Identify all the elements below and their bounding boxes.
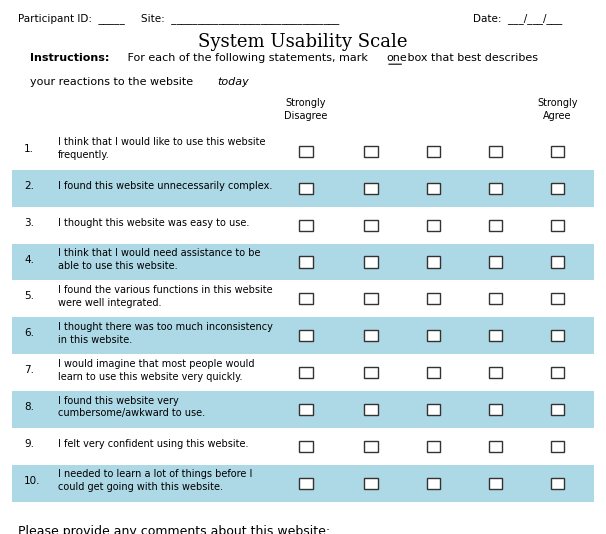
FancyBboxPatch shape [12, 391, 594, 428]
Text: one: one [386, 53, 407, 63]
FancyBboxPatch shape [364, 219, 378, 231]
FancyBboxPatch shape [427, 219, 440, 231]
FancyBboxPatch shape [427, 478, 440, 489]
Text: Participant ID:  _____     Site:  ________________________________: Participant ID: _____ Site: ____________… [18, 13, 339, 23]
FancyBboxPatch shape [12, 244, 594, 280]
FancyBboxPatch shape [551, 367, 564, 378]
FancyBboxPatch shape [364, 293, 378, 304]
Text: I would imagine that most people would
learn to use this website very quickly.: I would imagine that most people would l… [58, 359, 254, 382]
Text: 9.: 9. [24, 439, 35, 449]
FancyBboxPatch shape [364, 256, 378, 268]
FancyBboxPatch shape [489, 441, 502, 452]
FancyBboxPatch shape [551, 146, 564, 157]
Text: I found this website very
cumbersome/awkward to use.: I found this website very cumbersome/awk… [58, 396, 205, 419]
Text: I found this website unnecessarily complex.: I found this website unnecessarily compl… [58, 180, 272, 191]
Text: For each of the following statements, mark: For each of the following statements, ma… [124, 53, 371, 63]
Text: I felt very confident using this website.: I felt very confident using this website… [58, 439, 248, 449]
FancyBboxPatch shape [364, 330, 378, 341]
FancyBboxPatch shape [364, 183, 378, 194]
FancyBboxPatch shape [489, 256, 502, 268]
Text: 2.: 2. [24, 180, 35, 191]
Text: I needed to learn a lot of things before I
could get going with this website.: I needed to learn a lot of things before… [58, 469, 252, 492]
FancyBboxPatch shape [489, 146, 502, 157]
FancyBboxPatch shape [551, 256, 564, 268]
FancyBboxPatch shape [427, 146, 440, 157]
FancyBboxPatch shape [551, 478, 564, 489]
Text: I thought this website was easy to use.: I thought this website was easy to use. [58, 218, 249, 227]
Text: Instructions:: Instructions: [30, 53, 110, 63]
FancyBboxPatch shape [299, 293, 313, 304]
Text: box that best describes: box that best describes [404, 53, 538, 63]
FancyBboxPatch shape [489, 330, 502, 341]
FancyBboxPatch shape [427, 330, 440, 341]
FancyBboxPatch shape [364, 146, 378, 157]
FancyBboxPatch shape [12, 465, 594, 502]
FancyBboxPatch shape [427, 256, 440, 268]
FancyBboxPatch shape [551, 183, 564, 194]
Text: I thought there was too much inconsistency
in this website.: I thought there was too much inconsisten… [58, 322, 273, 344]
Text: 1.: 1. [24, 144, 35, 154]
FancyBboxPatch shape [551, 219, 564, 231]
FancyBboxPatch shape [299, 183, 313, 194]
Text: 3.: 3. [24, 218, 35, 227]
Text: Strongly
Agree: Strongly Agree [538, 98, 578, 121]
FancyBboxPatch shape [299, 256, 313, 268]
FancyBboxPatch shape [551, 404, 564, 415]
Text: 8.: 8. [24, 402, 35, 412]
FancyBboxPatch shape [299, 330, 313, 341]
FancyBboxPatch shape [489, 367, 502, 378]
FancyBboxPatch shape [489, 404, 502, 415]
FancyBboxPatch shape [427, 183, 440, 194]
Text: System Usability Scale: System Usability Scale [198, 33, 408, 51]
Text: I found the various functions in this website
were well integrated.: I found the various functions in this we… [58, 285, 272, 308]
FancyBboxPatch shape [489, 183, 502, 194]
FancyBboxPatch shape [551, 330, 564, 341]
FancyBboxPatch shape [551, 293, 564, 304]
Text: Strongly
Disagree: Strongly Disagree [284, 98, 328, 121]
FancyBboxPatch shape [12, 317, 594, 354]
Text: your reactions to the website: your reactions to the website [30, 77, 197, 88]
FancyBboxPatch shape [427, 367, 440, 378]
FancyBboxPatch shape [427, 404, 440, 415]
FancyBboxPatch shape [489, 293, 502, 304]
FancyBboxPatch shape [299, 146, 313, 157]
Text: I think that I would like to use this website
frequently.: I think that I would like to use this we… [58, 137, 265, 160]
Text: today: today [217, 77, 248, 88]
FancyBboxPatch shape [12, 170, 594, 207]
FancyBboxPatch shape [364, 367, 378, 378]
Text: I think that I would need assistance to be
able to use this website.: I think that I would need assistance to … [58, 248, 260, 271]
FancyBboxPatch shape [364, 478, 378, 489]
Text: 4.: 4. [24, 255, 35, 264]
FancyBboxPatch shape [427, 441, 440, 452]
FancyBboxPatch shape [364, 404, 378, 415]
FancyBboxPatch shape [299, 404, 313, 415]
FancyBboxPatch shape [489, 219, 502, 231]
FancyBboxPatch shape [299, 367, 313, 378]
FancyBboxPatch shape [299, 478, 313, 489]
Text: .: . [244, 77, 248, 88]
Text: Please provide any comments about this website:: Please provide any comments about this w… [18, 524, 330, 534]
Text: 5.: 5. [24, 292, 35, 301]
FancyBboxPatch shape [299, 441, 313, 452]
FancyBboxPatch shape [299, 219, 313, 231]
Text: Date:  ___/___/___: Date: ___/___/___ [473, 13, 562, 23]
Text: 10.: 10. [24, 476, 41, 486]
FancyBboxPatch shape [427, 293, 440, 304]
Text: 6.: 6. [24, 328, 35, 339]
Text: 7.: 7. [24, 365, 35, 375]
FancyBboxPatch shape [551, 441, 564, 452]
FancyBboxPatch shape [364, 441, 378, 452]
FancyBboxPatch shape [489, 478, 502, 489]
